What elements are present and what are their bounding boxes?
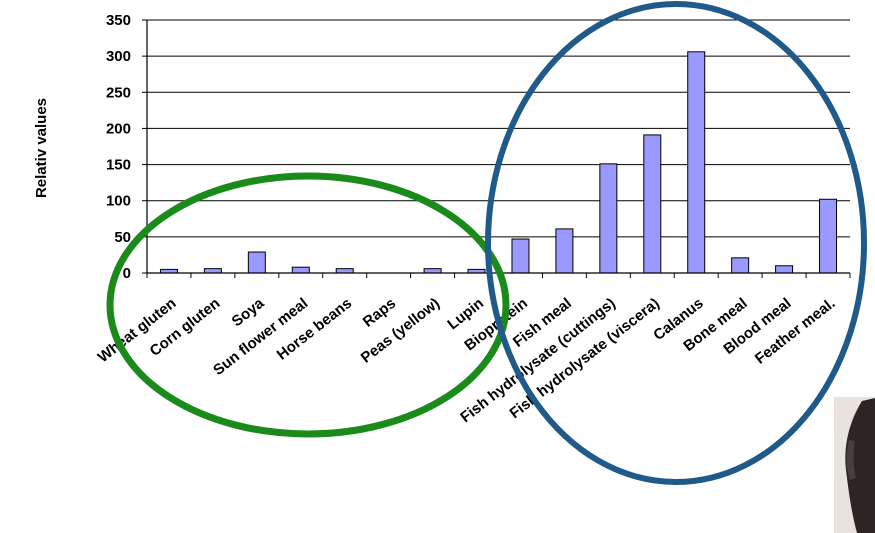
y-tick-labels: 0 50 100 150 200 250 300 350 — [106, 12, 131, 282]
bar-corn-gluten — [203, 268, 222, 274]
bar-horse-beans — [335, 268, 354, 274]
bar-fish-meal — [555, 228, 574, 274]
y-tick-label: 50 — [114, 229, 131, 246]
bar-feather-meal — [819, 198, 838, 274]
category-label: Peas (yellow) — [358, 295, 443, 367]
blue-ellipse-annotation — [485, 1, 867, 485]
bar-calanus — [687, 51, 706, 274]
bar-blood-meal — [775, 265, 794, 274]
y-tick-label: 250 — [106, 84, 131, 101]
y-tick-label: 150 — [106, 157, 131, 174]
bar-bioprotein — [511, 238, 530, 274]
bar-soya — [247, 251, 266, 274]
bar-fish-hydrolysate-viscera — [643, 134, 662, 274]
y-tick-label: 300 — [106, 48, 131, 65]
bar-sun-flower-meal — [291, 266, 310, 274]
photo-fragment — [834, 397, 875, 533]
bar-bone-meal — [731, 257, 750, 274]
bar-fish-hydrolysate-cuttings — [599, 163, 618, 274]
y-tick-label: 350 — [106, 12, 131, 29]
y-tick-label: 200 — [106, 120, 131, 137]
grid-lines — [147, 19, 850, 238]
bar-peas-yellow — [423, 268, 442, 274]
y-axis-title: Relativ values — [33, 98, 50, 198]
y-tick-label: 0 — [123, 265, 131, 282]
green-ellipse-annotation — [106, 172, 510, 438]
y-tick-label: 100 — [106, 193, 131, 210]
axes — [142, 19, 851, 278]
